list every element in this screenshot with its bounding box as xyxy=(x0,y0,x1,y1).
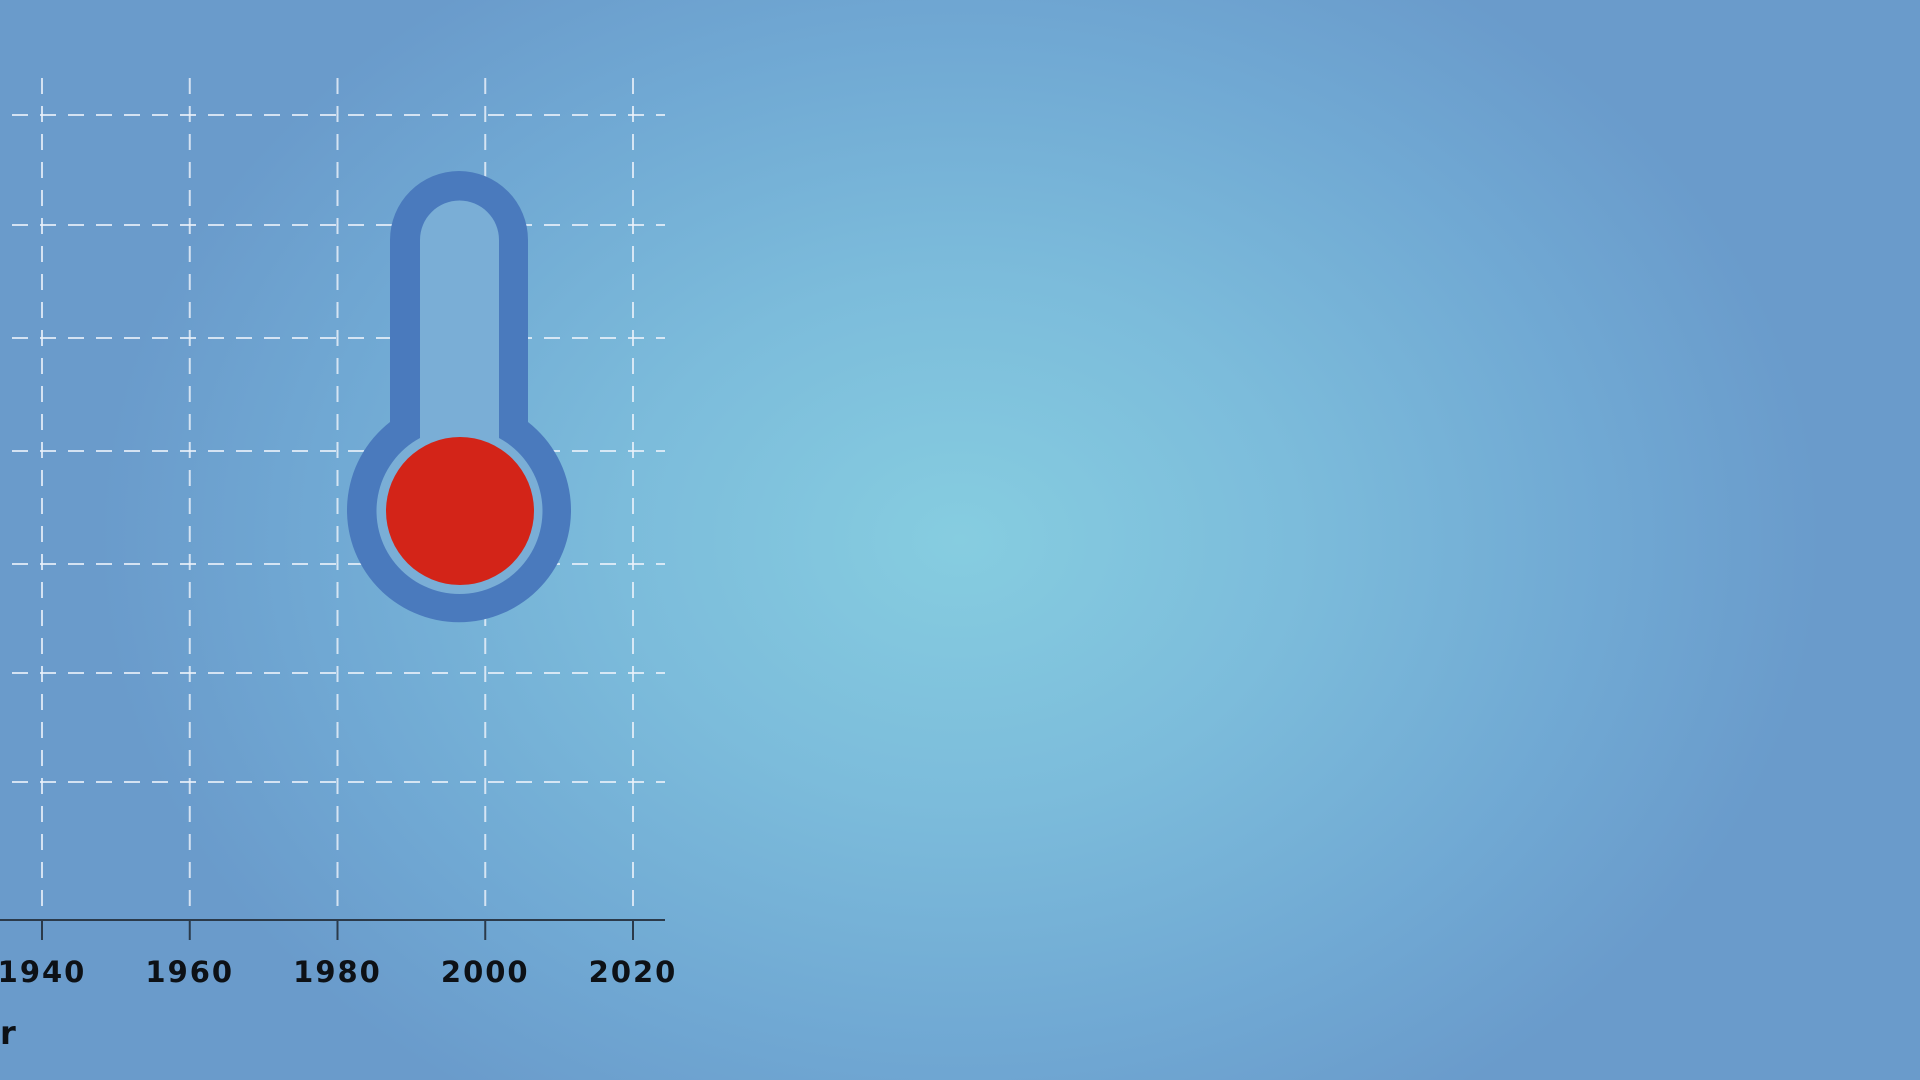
tick-label-1960: 1960 xyxy=(145,955,234,989)
tick-label-2020: 2020 xyxy=(589,955,678,989)
tick-label-2000: 2000 xyxy=(441,955,530,989)
x-axis-ticks xyxy=(41,920,634,940)
tick-label-1940: 1940 xyxy=(0,955,86,989)
tick-label-1980: 1980 xyxy=(293,955,382,989)
x-axis-tick-labels: 1940 1960 1980 2000 2020 xyxy=(0,955,678,989)
thermometer-bulb-fill xyxy=(386,437,534,585)
thermometer-icon xyxy=(347,171,571,623)
x-axis-title: r xyxy=(0,1014,16,1052)
